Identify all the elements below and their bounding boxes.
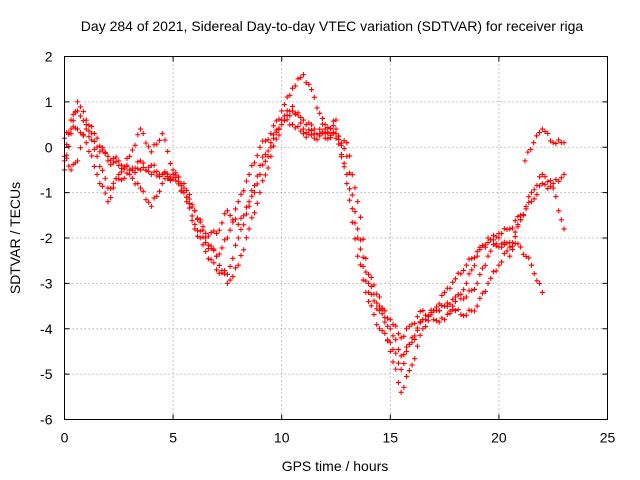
track-2-points bbox=[61, 103, 545, 341]
track-4-points bbox=[61, 117, 524, 373]
x-tick-label: 0 bbox=[61, 430, 69, 446]
x-tick-label: 20 bbox=[491, 430, 507, 446]
y-axis-label: SDTVAR / TECUs bbox=[7, 182, 23, 294]
axis-ticks: 0 5 10 15 20 25 -6 -5 -4 -3 -2 -1 0 1 2 bbox=[40, 49, 615, 446]
y-tick-label: -1 bbox=[40, 185, 53, 201]
y-tick-label: -2 bbox=[40, 230, 53, 246]
x-tick-label: 15 bbox=[383, 430, 399, 446]
y-tick-label: 0 bbox=[45, 139, 53, 155]
chart-title: Day 284 of 2021, Sidereal Day-to-day VTE… bbox=[81, 18, 584, 34]
x-tick-label: 10 bbox=[274, 430, 290, 446]
y-tick-label: 1 bbox=[45, 94, 53, 110]
y-tick-label: -4 bbox=[40, 321, 53, 337]
grid-lines bbox=[64, 56, 608, 420]
x-axis-label: GPS time / hours bbox=[282, 458, 389, 474]
y-tick-label: -5 bbox=[40, 366, 53, 382]
track-3-points bbox=[61, 72, 567, 395]
y-tick-label: 2 bbox=[45, 49, 53, 65]
x-tick-label: 5 bbox=[169, 430, 177, 446]
x-tick-label: 25 bbox=[600, 430, 616, 446]
y-tick-label: -6 bbox=[40, 412, 53, 428]
data-series bbox=[61, 72, 567, 395]
track-5-points bbox=[522, 126, 567, 164]
y-tick-label: -3 bbox=[40, 275, 53, 291]
